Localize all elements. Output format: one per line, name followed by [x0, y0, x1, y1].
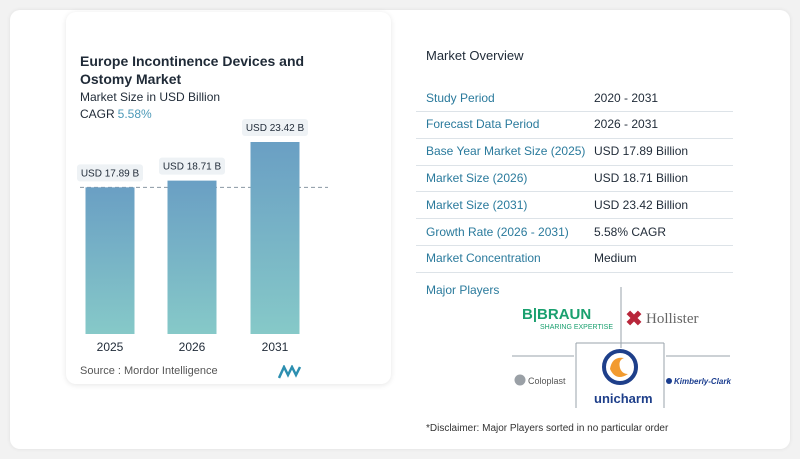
data-label-bg: [159, 157, 225, 175]
overview-row-value: Medium: [594, 251, 637, 266]
data-label: USD 23.42 B: [246, 123, 305, 134]
overview-row: Base Year Market Size (2025) USD 17.89 Bi…: [416, 138, 733, 166]
overview-row: Market Size (2026) USD 18.71 Billion: [416, 164, 733, 193]
kimberly-clark-logo: Kimberly-Clark: [666, 377, 731, 386]
overview-row-label: Growth Rate (2026 - 2031): [426, 224, 569, 239]
cagr-value: 5.58%: [117, 107, 152, 121]
overview-row-label: Market Size (2026): [426, 170, 528, 185]
overview-title: Market Overview: [426, 48, 524, 63]
overview-panel: Market Overview Study Period 2020 - 2031 F…: [416, 0, 800, 459]
overview-row-value: 2020 - 2031: [594, 90, 659, 105]
bar-2026: [167, 180, 217, 334]
overview-row: Market Size (2031) USD 23.42 Billion: [416, 191, 733, 220]
overview-row-value: USD 23.42 Billion: [594, 197, 689, 212]
data-label: USD 17.89 B: [81, 168, 140, 179]
overview-row-label: Study Period: [426, 90, 495, 105]
svg-text:Coloplast: Coloplast: [528, 376, 566, 386]
overview-row-label: Market Size (2031): [426, 197, 528, 212]
data-label-bg: [77, 164, 143, 182]
data-label: USD 18.71 B: [163, 162, 222, 173]
overview-row-label: Base Year Market Size (2025): [426, 144, 586, 159]
cagr-label: CAGR: [80, 107, 115, 121]
chart-subtitle: Market Size in USD Billion: [80, 90, 221, 104]
hollister-logo: Hollister: [626, 310, 699, 327]
data-label-bg: [242, 119, 308, 136]
logo-grid-lines: [512, 287, 730, 408]
overview-row-value: USD 18.71 Billion: [594, 170, 689, 185]
overview-row-label: Market Concentration: [426, 251, 541, 266]
svg-text:B|BRAUN: B|BRAUN: [522, 306, 591, 323]
bar-2031: [250, 142, 300, 334]
overview-row-value: 5.58% CAGR: [594, 224, 667, 239]
overview-row-value: 2026 - 2031: [594, 117, 659, 132]
major-players-title: Major Players: [426, 283, 500, 297]
overview-row-value: USD 17.89 Billion: [594, 144, 689, 159]
mordor-logo-icon: [278, 365, 302, 379]
bar-chart: USD 17.89 B 2025 USD 18.71 B 2026 USD 23.42 …: [77, 119, 328, 354]
overview-row: Growth Rate (2026 - 2031) 5.58% CAGR: [416, 218, 733, 246]
chart-title: Europe Incontinence Devices and Ostomy M…: [80, 53, 305, 87]
cagr-line: CAGR 5.58%: [80, 107, 152, 121]
unicharm-logo: unicharm: [594, 349, 653, 406]
overview-row: Study Period 2020 - 2031: [416, 84, 733, 112]
x-tick-label: 2026: [179, 340, 206, 354]
overview-row: Market Concentration Medium: [416, 245, 733, 273]
x-tick-label: 2025: [97, 340, 124, 354]
x-tick-label: 2031: [262, 340, 289, 354]
source-note: Source : Mordor Intelligence: [80, 365, 218, 377]
players-disclaimer: *Disclaimer: Major Players sorted in no …: [426, 423, 669, 434]
chart-panel: Europe Incontinence Devices and Ostomy M…: [66, 12, 391, 384]
overview-row-label: Forecast Data Period: [426, 117, 540, 132]
bar-2025: [85, 187, 135, 334]
svg-text:Kimberly-Clark: Kimberly-Clark: [674, 377, 731, 386]
bbraun-logo: B|BRAUN SHARING EXPERTISE: [522, 306, 613, 331]
svg-text:Hollister: Hollister: [646, 311, 699, 327]
svg-text:unicharm: unicharm: [594, 391, 653, 406]
coloplast-logo: Coloplast: [514, 374, 566, 386]
svg-text:SHARING EXPERTISE: SHARING EXPERTISE: [540, 324, 613, 331]
overview-row: Forecast Data Period 2026 - 2031: [416, 111, 733, 139]
